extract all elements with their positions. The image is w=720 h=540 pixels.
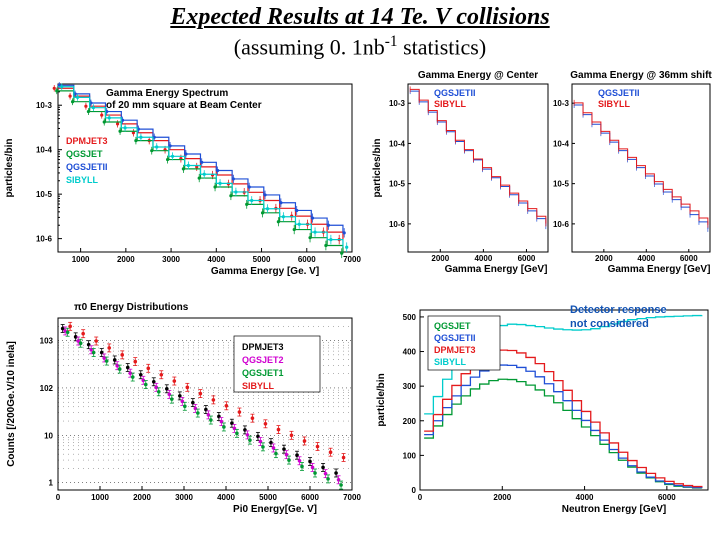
panels-grid: 100020003000400050006000700010-610-510-4… — [0, 60, 720, 540]
svg-text:SIBYLL: SIBYLL — [66, 175, 99, 185]
svg-text:QGSJET1: QGSJET1 — [242, 368, 284, 378]
svg-text:Gamma Energy @ 36mm shift: Gamma Energy @ 36mm shift — [570, 70, 712, 81]
svg-text:10-3: 10-3 — [553, 100, 570, 109]
svg-text:2000: 2000 — [117, 255, 135, 264]
svg-text:QGSJETII: QGSJETII — [434, 88, 476, 98]
svg-text:5000: 5000 — [259, 493, 277, 502]
svg-text:10-3: 10-3 — [36, 102, 53, 111]
svg-text:QGSJETII: QGSJETII — [598, 88, 640, 98]
svg-text:SIBYLL: SIBYLL — [434, 357, 467, 367]
svg-text:10-5: 10-5 — [36, 190, 53, 199]
svg-text:500: 500 — [403, 313, 417, 322]
chart-gamma-center-shift: particles/bin Gamma Energy @ Center 2000 40… — [372, 64, 716, 278]
svg-text:particles/bin: particles/bin — [372, 139, 383, 198]
svg-text:6000: 6000 — [298, 255, 316, 264]
svg-text:DPMJET3: DPMJET3 — [66, 136, 108, 146]
svg-text:1000: 1000 — [72, 255, 90, 264]
svg-text:7000: 7000 — [343, 493, 361, 502]
svg-text:200: 200 — [403, 417, 417, 426]
svg-text:7000: 7000 — [343, 255, 361, 264]
svg-text:2000: 2000 — [493, 493, 511, 502]
svg-text:Pi0 Energy[Ge. V]: Pi0 Energy[Ge. V] — [233, 504, 317, 515]
svg-text:QGSJET: QGSJET — [434, 321, 471, 331]
svg-text:0: 0 — [412, 486, 417, 495]
annotation-detector-response: Detector response not considered — [570, 304, 667, 330]
svg-text:SIBYLL: SIBYLL — [242, 381, 275, 391]
subtitle: (assuming 0. 1nb-1 statistics) — [0, 33, 720, 60]
svg-text:10-6: 10-6 — [36, 235, 53, 244]
svg-text:103: 103 — [40, 337, 54, 346]
svg-text:QGSJETII: QGSJETII — [66, 162, 108, 172]
svg-text:of 20 mm square at Beam Center: of 20 mm square at Beam Center — [106, 100, 262, 111]
svg-text:6000: 6000 — [680, 254, 698, 263]
svg-text:0: 0 — [56, 493, 61, 502]
svg-text:particle/bin: particle/bin — [376, 374, 387, 427]
svg-text:DPMJET3: DPMJET3 — [434, 345, 476, 355]
svg-text:3000: 3000 — [162, 255, 180, 264]
svg-text:2000: 2000 — [595, 254, 613, 263]
svg-text:10-6: 10-6 — [389, 220, 406, 229]
svg-text:3000: 3000 — [175, 493, 193, 502]
annotation-line1: Detector response — [570, 304, 667, 316]
svg-text:Neutron Energy [GeV]: Neutron Energy [GeV] — [562, 504, 666, 515]
svg-text:4000: 4000 — [576, 493, 594, 502]
svg-text:4000: 4000 — [637, 254, 655, 263]
main-title: Expected Results at 14 Te. V collisions — [0, 4, 720, 31]
subtitle-post: statistics) — [398, 34, 487, 59]
chart-gamma-spectrum: 1000 2000 3000 4000 5000 6000 7000 10-6 10-5 10-4… — [2, 64, 364, 278]
chart-pi0-energy: π0 Energy Distributions 0 1000 2000 3000 4000… — [2, 290, 364, 520]
svg-text:SIBYLL: SIBYLL — [434, 99, 467, 109]
svg-text:Gamma Energy @ Center: Gamma Energy @ Center — [418, 70, 538, 81]
svg-text:QGSJET: QGSJET — [66, 149, 103, 159]
svg-text:4000: 4000 — [217, 493, 235, 502]
svg-text:4000: 4000 — [207, 255, 225, 264]
svg-text:400: 400 — [403, 348, 417, 357]
svg-text:1: 1 — [49, 479, 54, 488]
svg-text:10-4: 10-4 — [553, 140, 570, 149]
subtitle-pre: (assuming 0. 1nb — [234, 34, 385, 59]
title-block: Expected Results at 14 Te. V collisions … — [0, 0, 720, 60]
svg-text:6000: 6000 — [658, 493, 676, 502]
svg-text:Gamma Energy [GeV]: Gamma Energy [GeV] — [445, 264, 548, 275]
svg-text:1000: 1000 — [91, 493, 109, 502]
svg-text:SIBYLL: SIBYLL — [598, 99, 631, 109]
svg-text:6000: 6000 — [518, 254, 536, 263]
svg-text:particles/bin: particles/bin — [4, 139, 15, 198]
svg-text:0: 0 — [418, 493, 423, 502]
svg-text:Counts [/200Ge.V/10 inela]: Counts [/200Ge.V/10 inela] — [6, 342, 17, 468]
svg-text:4000: 4000 — [474, 254, 492, 263]
svg-text:300: 300 — [403, 382, 417, 391]
svg-text:Gamma Energy [Ge. V]: Gamma Energy [Ge. V] — [211, 266, 319, 277]
svg-text:10: 10 — [44, 432, 53, 441]
svg-text:10-5: 10-5 — [553, 180, 570, 189]
svg-text:6000: 6000 — [301, 493, 319, 502]
svg-text:QGSJET2: QGSJET2 — [242, 355, 284, 365]
svg-text:10-4: 10-4 — [389, 140, 406, 149]
svg-text:2000: 2000 — [133, 493, 151, 502]
svg-text:10-3: 10-3 — [389, 100, 406, 109]
svg-text:5000: 5000 — [253, 255, 271, 264]
svg-text:2000: 2000 — [431, 254, 449, 263]
subtitle-sup: -1 — [385, 33, 398, 50]
svg-text:10-6: 10-6 — [553, 220, 570, 229]
svg-text:DPMJET3: DPMJET3 — [242, 342, 284, 352]
annotation-line2: not considered — [570, 318, 649, 330]
svg-text:10-4: 10-4 — [36, 146, 53, 155]
svg-text:100: 100 — [403, 452, 417, 461]
svg-text:Gamma Energy [GeV]: Gamma Energy [GeV] — [608, 264, 711, 275]
svg-text:10-5: 10-5 — [389, 180, 406, 189]
svg-text:Gamma Energy Spectrum: Gamma Energy Spectrum — [106, 88, 228, 99]
svg-text:QGSJETII: QGSJETII — [434, 333, 476, 343]
svg-text:102: 102 — [40, 384, 54, 393]
svg-text:π0 Energy Distributions: π0 Energy Distributions — [74, 302, 189, 313]
